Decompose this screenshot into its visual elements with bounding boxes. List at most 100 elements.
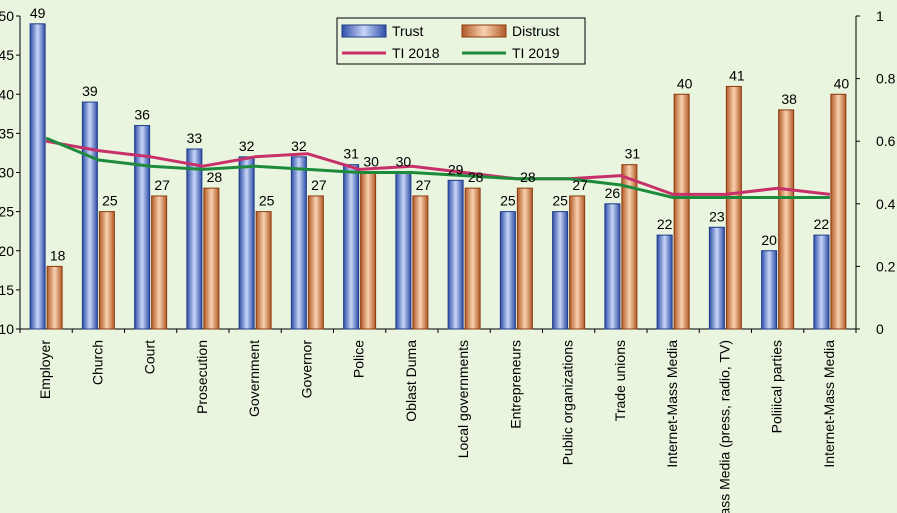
data-label-trust: 25 bbox=[500, 193, 516, 209]
bar-trust bbox=[656, 234, 673, 330]
data-label-trust: 23 bbox=[709, 208, 725, 224]
data-label-distrust: 28 bbox=[520, 169, 536, 185]
legend-swatch-trust bbox=[341, 24, 387, 38]
bar-distrust bbox=[830, 93, 847, 330]
y-left-tick-label: 25 bbox=[0, 204, 14, 220]
x-category-label: Court bbox=[142, 340, 158, 374]
legend-label-trust: Trust bbox=[392, 23, 423, 39]
bar-distrust bbox=[307, 195, 324, 330]
data-label-distrust: 27 bbox=[572, 177, 588, 193]
bar-trust bbox=[708, 226, 725, 330]
lines bbox=[45, 136, 831, 199]
bar-distrust bbox=[255, 211, 272, 330]
data-labels: 49 18 Employer 39 25 Church 36 27 Court 33 28 Prose… bbox=[30, 5, 850, 513]
bar-trust bbox=[29, 23, 46, 330]
x-category-label: Trade unions bbox=[612, 340, 628, 421]
line-ti-2019 bbox=[45, 136, 830, 199]
data-label-trust: 32 bbox=[291, 138, 307, 154]
y-left-tick-label: 35 bbox=[0, 125, 14, 141]
data-label-trust: 39 bbox=[82, 83, 98, 99]
legend-label-ti2018: TI 2018 bbox=[392, 45, 440, 61]
legend-swatch-distrust bbox=[461, 24, 507, 38]
bar-distrust bbox=[98, 211, 115, 330]
y-left-tick-label: 10 bbox=[0, 321, 14, 337]
legend-label-distrust: Distrust bbox=[512, 23, 560, 39]
bar-trust bbox=[552, 211, 569, 330]
bar-trust bbox=[761, 250, 778, 330]
bars bbox=[29, 23, 847, 330]
line-ti-2018 bbox=[45, 139, 831, 196]
x-category-label: Church bbox=[89, 340, 105, 385]
data-label-trust: 31 bbox=[343, 146, 359, 162]
bar-trust bbox=[395, 172, 412, 330]
y-right-tick-label: 0 bbox=[876, 321, 884, 337]
y-left-tick-label: 20 bbox=[0, 243, 14, 259]
data-label-trust: 22 bbox=[814, 216, 830, 232]
data-label-trust: 20 bbox=[761, 232, 777, 248]
bar-trust bbox=[813, 234, 830, 330]
data-label-distrust: 30 bbox=[363, 154, 379, 170]
y-left-tick-label: 45 bbox=[0, 47, 14, 63]
bar-distrust bbox=[412, 195, 429, 330]
x-category-label: Governor bbox=[298, 340, 314, 399]
bar-distrust bbox=[621, 164, 638, 330]
data-label-trust: 32 bbox=[239, 138, 255, 154]
y-left-tick-label: 40 bbox=[0, 86, 14, 102]
bar-trust bbox=[290, 156, 307, 330]
bar-trust bbox=[343, 164, 360, 330]
data-label-distrust: 40 bbox=[677, 75, 693, 91]
bar-distrust bbox=[569, 195, 586, 330]
data-label-distrust: 18 bbox=[50, 247, 66, 263]
bar-trust bbox=[604, 203, 621, 330]
bar-distrust bbox=[360, 172, 377, 330]
bar-distrust bbox=[151, 195, 168, 330]
y-left-tick-label: 50 bbox=[0, 8, 14, 24]
data-label-distrust: 27 bbox=[154, 177, 170, 193]
y-right-tick-label: 0.8 bbox=[876, 71, 896, 87]
y-right-tick-label: 0.4 bbox=[876, 196, 896, 212]
data-label-trust: 49 bbox=[30, 5, 46, 21]
bar-distrust bbox=[46, 265, 63, 330]
data-label-trust: 30 bbox=[396, 154, 412, 170]
data-label-trust: 25 bbox=[552, 193, 568, 209]
y-left-tick-label: 15 bbox=[0, 282, 14, 298]
data-label-distrust: 28 bbox=[468, 169, 484, 185]
data-label-trust: 36 bbox=[134, 107, 150, 123]
y-left-tick-label: 30 bbox=[0, 165, 14, 181]
x-category-label: Mass Media (press, radio, TV) bbox=[716, 340, 732, 513]
x-category-label: Employer bbox=[37, 340, 53, 399]
legend: Trust Distrust TI 2018 TI 2019 bbox=[336, 17, 586, 65]
bar-distrust bbox=[464, 187, 481, 330]
data-label-distrust: 27 bbox=[311, 177, 327, 193]
data-label-trust: 33 bbox=[187, 130, 203, 146]
bar-distrust bbox=[203, 187, 220, 330]
bar-distrust bbox=[673, 93, 690, 330]
bar-distrust bbox=[725, 85, 742, 330]
y-right-tick-label: 0.2 bbox=[876, 258, 896, 274]
x-category-label: Internet-Mass Media bbox=[664, 340, 680, 468]
y-right-tick-label: 0.6 bbox=[876, 133, 896, 149]
x-category-label: Public organizations bbox=[560, 340, 576, 465]
x-category-label: Internet-Mass Media bbox=[821, 340, 837, 468]
bar-trust bbox=[186, 148, 203, 330]
data-label-distrust: 28 bbox=[207, 169, 223, 185]
data-label-distrust: 40 bbox=[834, 75, 850, 91]
data-label-distrust: 38 bbox=[781, 91, 797, 107]
bar-trust bbox=[447, 179, 464, 330]
y-right-tick-label: 1 bbox=[876, 8, 884, 24]
bar-trust bbox=[81, 101, 98, 330]
legend-label-ti2019: TI 2019 bbox=[512, 45, 560, 61]
data-label-distrust: 25 bbox=[259, 193, 275, 209]
data-label-trust: 26 bbox=[605, 185, 621, 201]
x-category-label: Entrepreneurs bbox=[507, 340, 523, 429]
bar-distrust bbox=[516, 187, 533, 330]
bar-trust bbox=[238, 156, 255, 330]
x-category-label: Prosecution bbox=[194, 340, 210, 414]
data-label-distrust: 27 bbox=[416, 177, 432, 193]
bar-trust bbox=[499, 211, 516, 330]
data-label-distrust: 41 bbox=[729, 67, 745, 83]
x-category-label: Local governments bbox=[455, 340, 471, 458]
x-category-label: Government bbox=[246, 340, 262, 417]
data-label-distrust: 31 bbox=[625, 146, 641, 162]
x-category-label: Police bbox=[351, 340, 367, 378]
